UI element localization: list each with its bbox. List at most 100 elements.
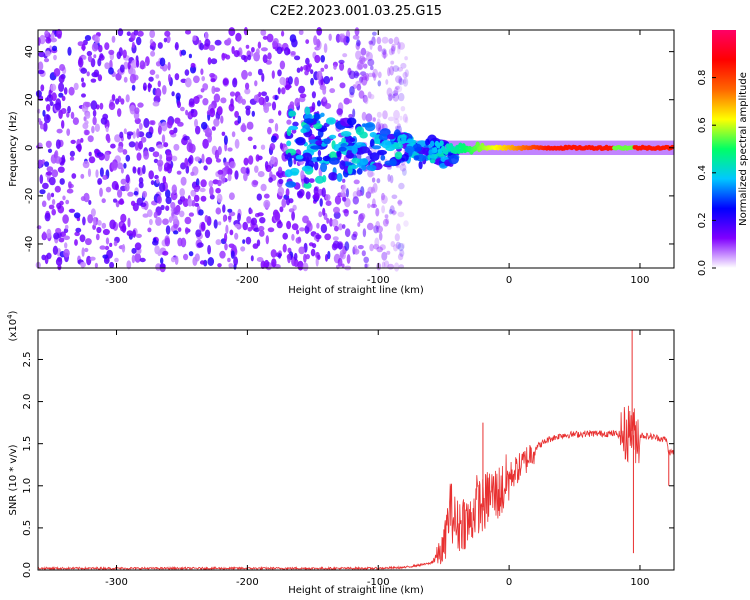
spectrogram-noise-blob [344,228,351,238]
spectrogram-noise-blob [38,159,42,168]
spectrogram-noise-blob [165,189,171,199]
spectrogram-noise-blob [389,205,395,214]
spectrogram-noise-blob [136,197,144,206]
spectrogram-noise-blob [390,241,396,248]
spectrogram-noise-blob [243,172,248,182]
spectrogram-noise-blob [277,186,285,196]
spectrogram-noise-blob [104,42,110,50]
spectrogram-noise-blob [382,110,388,120]
spectrogram-transition-blob [377,149,387,156]
spectrogram-noise-blob [91,42,99,52]
spectrogram-noise-blob [305,191,311,200]
spectrogram-noise-blob [87,135,94,143]
spectrogram-noise-blob [97,74,103,82]
spectrogram-noise-blob [86,71,90,77]
spectrogram-noise-blob [281,30,285,37]
spectrogram-noise-blob [156,159,164,167]
spectrogram-noise-blob [111,35,116,43]
spectrogram-noise-blob [127,217,131,228]
spectrogram-noise-blob [193,75,200,84]
spectrogram-noise-blob [125,154,131,162]
spectrogram-noise-blob [149,30,156,38]
spectrogram-noise-blob [267,126,272,135]
spectrogram-noise-blob [102,175,108,180]
spectrogram-noise-blob [62,195,66,201]
spectrogram-noise-blob [278,166,283,174]
spectrogram-noise-blob [188,251,194,257]
spectrogram-noise-blob [90,208,96,217]
spectrogram-noise-blob [367,186,374,195]
spectrogram-noise-blob [346,254,351,264]
spectrogram-tone-segment [458,142,463,149]
spectrogram-noise-blob [126,31,131,36]
spectrogram-noise-blob [262,35,268,40]
spectrogram-noise-blob [253,94,259,102]
spectrogram-noise-blob [142,190,148,198]
spectrogram-noise-blob [328,33,332,41]
spectrogram-noise-blob [139,257,146,263]
spectrogram-noise-blob [252,243,259,249]
spectrogram-noise-blob [102,228,110,236]
spectrogram-noise-blob [362,228,367,238]
spectrogram-noise-blob [242,239,246,244]
spectrogram-noise-blob [314,54,321,64]
spectrogram-noise-blob [174,73,180,81]
spectrogram-noise-blob [228,192,235,200]
spectrogram-noise-blob [209,194,215,200]
spectrogram-noise-blob [353,210,359,215]
spectrogram-noise-blob [207,57,212,65]
spectrogram-noise-blob [53,68,61,77]
spectrogram-noise-blob [381,261,386,269]
spectrogram-noise-blob [156,178,160,184]
spectrogram-noise-blob [245,44,250,49]
spectrogram-noise-blob [82,216,86,226]
spectrogram-noise-blob [137,102,144,108]
spectrogram-transition-blob [320,162,328,173]
spectrogram-transition-blob [347,117,357,126]
spectrogram-noise-blob [387,67,391,77]
spectrogram-tone-segment [444,149,449,155]
spectrogram-noise-blob [201,76,205,82]
spectrogram-noise-blob [233,256,239,266]
spectrogram-transition-blob [412,143,422,152]
spectrogram-noise-blob [208,180,214,188]
spectrogram-noise-blob [209,107,216,118]
spectrogram-noise-blob [233,50,240,58]
spectrogram-noise-blob [296,229,300,235]
spectrogram-noise-blob [114,134,121,143]
spectrogram-noise-blob [388,48,394,56]
spectrogram-noise-blob [248,155,254,165]
spectrogram-noise-blob [395,241,401,249]
spectrogram-noise-blob [338,59,345,64]
spectrogram-noise-blob [85,112,91,119]
spectrogram-noise-blob [336,108,344,115]
spectrogram-noise-blob [247,71,253,77]
spectrogram-noise-blob [374,237,380,247]
spectrogram-noise-blob [173,143,180,151]
spectrogram-noise-blob [199,187,206,193]
spectrogram-noise-blob [279,206,284,213]
spectrogram-noise-blob [68,181,72,189]
spectrogram-noise-blob [54,150,59,159]
spectrogram-noise-blob [397,45,401,55]
spectrogram-noise-blob [166,35,171,44]
spectrogram-noise-blob [101,198,106,204]
spectrogram-noise-blob [381,48,387,55]
spectrogram-noise-blob [398,182,405,190]
colorbar-tick-label: 0.0 [697,260,708,276]
spectrogram-transition-blob [401,134,407,144]
spectrogram-noise-blob [123,61,129,70]
spectrogram-noise-blob [257,68,263,76]
spectrogram-noise-blob [290,51,296,56]
spectrogram-noise-blob [320,223,328,234]
spectrogram-noise-blob [91,125,95,134]
spectrogram-noise-blob [110,143,116,149]
spectrogram-noise-blob [296,67,301,73]
spectrogram-noise-blob [159,57,166,67]
spectrogram-transition-blob [313,161,319,171]
spectrogram-noise-blob [65,199,70,205]
spectrogram-noise-blob [58,75,65,84]
spectrogram-noise-blob [77,57,84,68]
spectrogram-noise-blob [375,207,380,217]
